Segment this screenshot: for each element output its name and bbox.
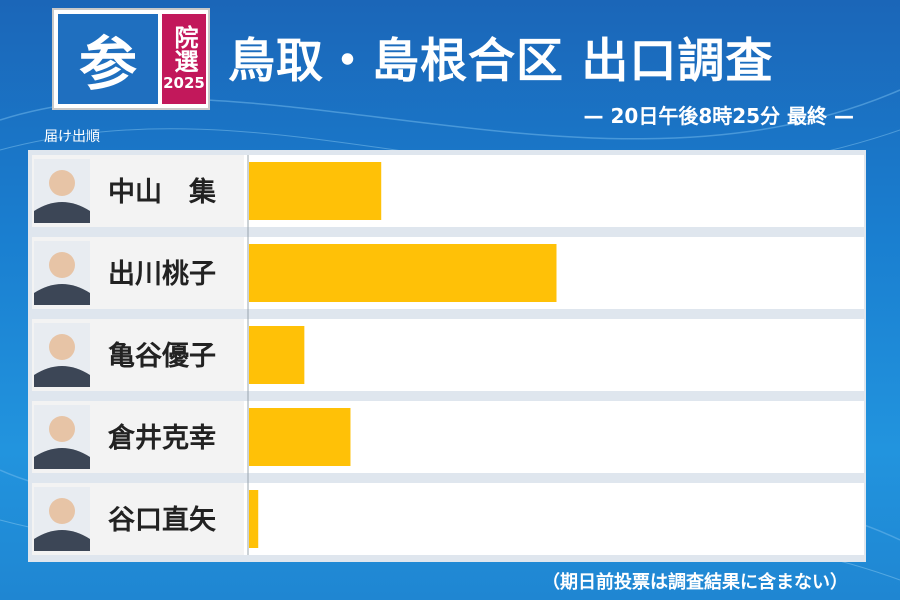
bar: [249, 162, 382, 220]
candidate-photo-face: [49, 170, 75, 196]
candidate-photo-body: [34, 366, 90, 387]
order-label: 届け出順: [44, 129, 100, 145]
timestamp-subtitle: — 20日午後8時25分 最終 —: [583, 104, 854, 128]
candidate-photo-body: [34, 448, 90, 469]
category-label: 倉井克幸: [107, 422, 216, 454]
page-title: 鳥取・島根合区 出口調査: [228, 34, 774, 89]
bar: [249, 244, 557, 302]
candidate-photo-face: [49, 252, 75, 278]
candidate-photo-body: [34, 202, 90, 223]
bar: [249, 326, 305, 384]
category-label: 出川桃子: [108, 259, 216, 290]
category-label: 谷口直矢: [108, 504, 217, 536]
footnote: （期日前投票は調査結果に含まない）: [542, 572, 848, 593]
election-logo: 参 院選 2025: [52, 8, 210, 110]
candidate-photo-body: [34, 530, 90, 551]
candidate-photo-face: [49, 416, 75, 442]
category-label: 中山 集: [108, 176, 217, 208]
logo-year: 2025: [163, 74, 205, 92]
category-label: 亀谷優子: [108, 341, 216, 372]
logo-side-chars: 院選: [170, 25, 198, 73]
bar: [249, 408, 351, 466]
candidate-photo-face: [49, 498, 75, 524]
candidate-photo-body: [34, 284, 90, 305]
bar: [249, 490, 259, 548]
logo-main-char: 参: [58, 14, 158, 104]
logo-side: 院選 2025: [162, 14, 206, 104]
candidate-photo-face: [49, 334, 75, 360]
